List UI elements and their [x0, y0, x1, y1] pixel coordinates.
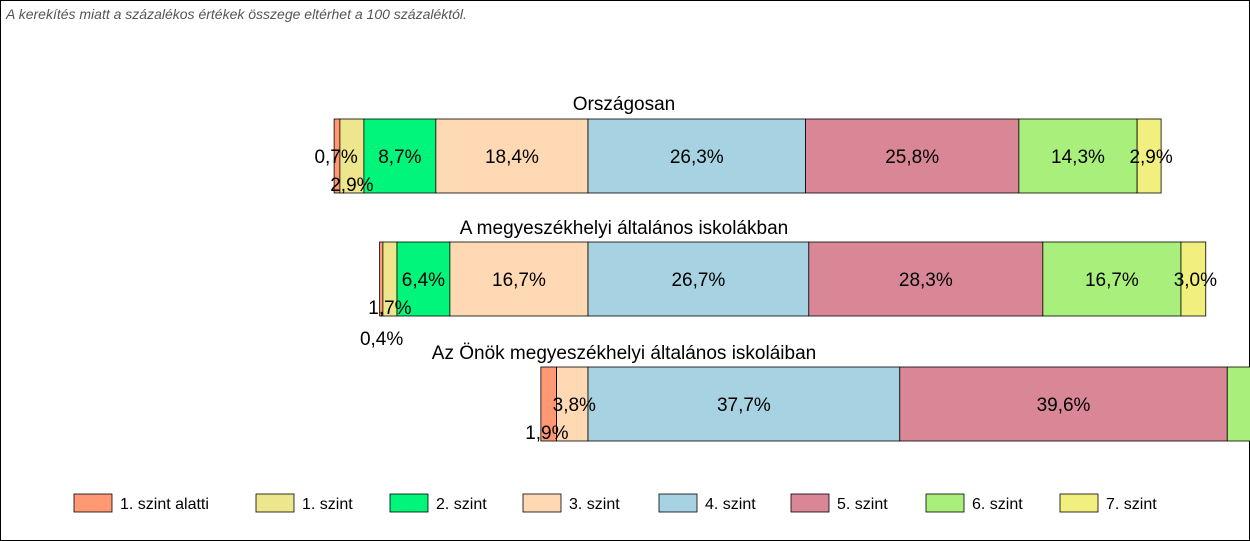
legend-item: 4. szint [658, 493, 756, 513]
legend-swatch [73, 493, 113, 513]
data-label: 14,3% [1051, 147, 1105, 168]
data-label: 26,3% [670, 147, 724, 168]
bar-row-title: Országosan [573, 94, 675, 115]
legend-swatch [790, 493, 830, 513]
data-label: 2,9% [330, 175, 373, 196]
data-label: 28,3% [899, 270, 953, 291]
bar-row-3: Az Önök megyeszékhelyi általános iskolái… [432, 343, 1250, 444]
bar-row-2: A megyeszékhelyi általános iskolákban 0,4… [360, 218, 1217, 350]
legend: 1. szint alatti 1. szint 2. szint 3. szint 4… [73, 493, 1157, 513]
bar-segment [396, 241, 451, 317]
data-label: 39,6% [1037, 395, 1091, 416]
bar-segment [587, 241, 810, 317]
legend-label: 2. szint [436, 496, 487, 513]
legend-swatch [925, 493, 965, 513]
legend-label: 1. szint alatti [120, 496, 209, 513]
legend-item: 2. szint [389, 493, 487, 513]
legend-swatch [1059, 493, 1099, 513]
legend-label: 6. szint [972, 496, 1023, 513]
data-label: 1,7% [368, 298, 411, 319]
data-label: 16,7% [492, 270, 546, 291]
legend-label: 4. szint [705, 496, 756, 513]
legend-label: 7. szint [1106, 496, 1157, 513]
data-label: 25,8% [885, 147, 939, 168]
bar-segment [805, 118, 1020, 194]
legend-swatch [389, 493, 429, 513]
legend-item: 1. szint alatti [73, 493, 209, 513]
legend-label: 1. szint [302, 496, 353, 513]
bar-segment [363, 118, 437, 194]
data-label: 3,8% [553, 395, 596, 416]
data-label: 18,4% [485, 147, 539, 168]
rounding-note: A kerekítés miatt a százalékos értékek ö… [6, 6, 467, 22]
legend-label: 5. szint [837, 496, 888, 513]
data-label: 1,9% [525, 423, 568, 444]
data-label: 2,9% [1129, 147, 1172, 168]
bar-segment [808, 241, 1044, 317]
legend-swatch [522, 493, 562, 513]
bar-segment [1018, 118, 1138, 194]
bar-segment [899, 366, 1228, 442]
bar-segment [1226, 366, 1250, 442]
data-label: 16,7% [1085, 270, 1139, 291]
data-label: 37,7% [717, 395, 771, 416]
bar-segment [1136, 118, 1162, 194]
legend-item: 7. szint [1059, 493, 1157, 513]
data-label: 0,7% [314, 147, 357, 168]
bar-row-title: Az Önök megyeszékhelyi általános iskolái… [432, 343, 816, 364]
bar-segment [587, 366, 901, 442]
bar-segment [449, 241, 589, 317]
data-label: 6,4% [402, 270, 445, 291]
data-label: 0,4% [360, 329, 403, 350]
data-label: 3,0% [1174, 270, 1217, 291]
data-label: 8,7% [378, 147, 421, 168]
bar-segment [1042, 241, 1182, 317]
legend-swatch [255, 493, 295, 513]
legend-item: 6. szint [925, 493, 1023, 513]
legend-item: 1. szint [255, 493, 353, 513]
legend-label: 3. szint [569, 496, 620, 513]
legend-item: 5. szint [790, 493, 888, 513]
data-label: 26,7% [671, 270, 725, 291]
legend-swatch [658, 493, 698, 513]
bar-segment [1180, 241, 1207, 317]
bar-row-title: A megyeszékhelyi általános iskolákban [460, 218, 788, 239]
bar-segment [435, 118, 589, 194]
legend-item: 3. szint [522, 493, 620, 513]
